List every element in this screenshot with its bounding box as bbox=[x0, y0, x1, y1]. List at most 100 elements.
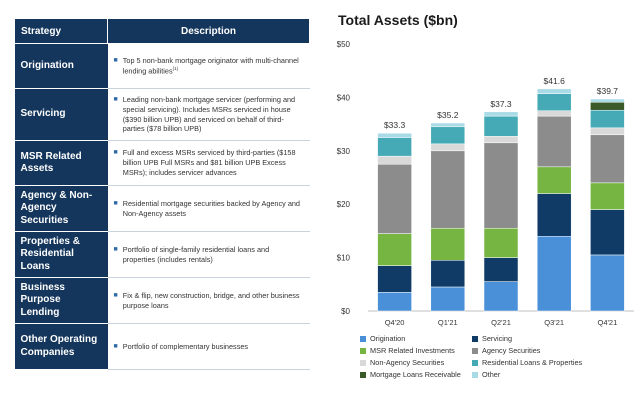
bar-segment bbox=[377, 292, 412, 312]
x-tick-label: Q4'20 bbox=[385, 318, 405, 327]
bar-segment bbox=[536, 115, 572, 168]
description-text: Fix & flip, new construction, bridge, an… bbox=[122, 290, 300, 310]
bar-total-label: $35.2 bbox=[437, 110, 459, 120]
bar-segment bbox=[590, 254, 625, 312]
description-cell: ■ Residential mortgage securities backed… bbox=[107, 185, 310, 232]
bar-segment bbox=[430, 286, 466, 312]
bar-total-label: $37.3 bbox=[490, 99, 512, 109]
y-tick-label: $10 bbox=[337, 254, 351, 263]
x-tick-label: Q2'21 bbox=[491, 318, 511, 327]
header-strategy: Strategy bbox=[14, 18, 108, 44]
bar-segment bbox=[377, 163, 412, 234]
header-description: Description bbox=[107, 18, 310, 44]
table-row: Origination ■ Top 5 non-bank mortgage or… bbox=[14, 43, 310, 89]
y-tick-label: $20 bbox=[337, 200, 351, 209]
bar-total-label: $41.6 bbox=[544, 76, 566, 86]
bar-segment bbox=[377, 137, 412, 157]
strategy-cell: Agency & Non-Agency Securities bbox=[14, 185, 108, 232]
bar-segment bbox=[536, 193, 572, 237]
description-text: Portfolio of complementary businesses bbox=[122, 341, 249, 351]
bar-segment bbox=[430, 150, 466, 229]
table-row: Agency & Non-Agency Securities ■ Residen… bbox=[14, 185, 310, 232]
strategy-cell: Properties & Residential Loans bbox=[14, 231, 108, 278]
bar-segment bbox=[536, 88, 572, 94]
description-cell: ■ Portfolio of single-family residential… bbox=[107, 231, 310, 278]
bar-segment bbox=[377, 155, 412, 165]
bar-segment bbox=[536, 166, 572, 194]
description-cell: ■ Full and excess MSRs serviced by third… bbox=[107, 140, 310, 186]
square-bullet-icon: ■ bbox=[113, 199, 118, 207]
bar-segment bbox=[483, 115, 519, 137]
legend-item: Agency Securities bbox=[472, 346, 622, 355]
legend-swatch bbox=[360, 347, 366, 354]
footnote-marker: (1) bbox=[172, 65, 179, 71]
bar-total-label: $33.3 bbox=[384, 120, 406, 130]
description-text: Top 5 non-bank mortgage originator with … bbox=[122, 55, 299, 76]
bar-segment bbox=[483, 142, 519, 229]
description-cell: ■ Top 5 non-bank mortgage originator wit… bbox=[107, 43, 310, 89]
description-text: Full and excess MSRs serviced by third-p… bbox=[122, 148, 296, 177]
legend-item: Mortgage Loans Receivable bbox=[360, 370, 472, 379]
legend-label: Mortgage Loans Receivable bbox=[370, 370, 461, 379]
legend-item: Servicing bbox=[472, 334, 622, 343]
bar-segment bbox=[590, 98, 625, 103]
square-bullet-icon: ■ bbox=[113, 245, 118, 253]
description-text: Leading non-bank mortgage servicer (perf… bbox=[122, 94, 296, 134]
bar-segment bbox=[483, 227, 519, 258]
bar-segment bbox=[536, 110, 572, 117]
total-assets-chart: Total Assets ($bn) $0 $10 $20 $30 $40 $50 $33.… bbox=[328, 0, 640, 406]
table-header-row: Strategy Description bbox=[14, 18, 310, 44]
strategy-cell: MSR Related Assets bbox=[14, 140, 108, 186]
stacked-bar-chart: $0 $10 $20 $30 $40 $50 $33.3 Q4'20 $35.2 Q1'21 $37… bbox=[337, 40, 634, 327]
bar-segment bbox=[430, 122, 466, 128]
legend-label: Servicing bbox=[482, 334, 513, 343]
bar-segment bbox=[590, 127, 625, 136]
legend-swatch bbox=[360, 359, 366, 366]
legend-label: Residential Loans & Properties bbox=[482, 358, 583, 367]
x-tick-label: Q4'21 bbox=[598, 318, 618, 327]
table-row: Business Purpose Lending ■ Fix & flip, n… bbox=[14, 277, 310, 324]
strategy-cell: Business Purpose Lending bbox=[14, 277, 108, 324]
strategy-cell: Origination bbox=[14, 43, 108, 89]
description-cell: ■ Portfolio of complementary businesses bbox=[107, 323, 310, 370]
y-tick-label: $0 bbox=[341, 307, 350, 316]
bar-segment bbox=[430, 227, 466, 261]
bar-segment bbox=[377, 265, 412, 293]
square-bullet-icon: ■ bbox=[113, 149, 118, 157]
legend-swatch bbox=[472, 371, 478, 378]
bar-segment bbox=[483, 136, 519, 144]
description-cell: ■ Leading non-bank mortgage servicer (pe… bbox=[107, 88, 310, 141]
description-text: Portfolio of single-family residential l… bbox=[122, 244, 270, 264]
bar-segment bbox=[590, 101, 625, 111]
legend-item: Other bbox=[472, 370, 622, 379]
legend-label: Origination bbox=[370, 334, 406, 343]
bar-segment bbox=[536, 235, 572, 312]
bar-segment bbox=[483, 257, 519, 282]
legend-swatch bbox=[472, 359, 478, 366]
square-bullet-icon: ■ bbox=[113, 291, 118, 299]
legend-swatch bbox=[360, 335, 366, 342]
chart-title: Total Assets ($bn) bbox=[338, 12, 458, 28]
table-row: Other Operating Companies ■ Portfolio of… bbox=[14, 323, 310, 370]
bar-segment bbox=[590, 134, 625, 184]
bar-segment bbox=[430, 260, 466, 288]
x-tick-label: Q3'21 bbox=[544, 318, 564, 327]
legend-item: Non-Agency Securities bbox=[360, 358, 472, 367]
legend-item: Residential Loans & Properties bbox=[472, 358, 622, 367]
bar-segment bbox=[590, 182, 625, 210]
chart-legend: Origination Servicing MSR Related Investme… bbox=[360, 334, 640, 379]
description-text: Residential mortgage securities backed b… bbox=[122, 198, 300, 218]
legend-item: MSR Related Investments bbox=[360, 346, 472, 355]
strategy-cell: Other Operating Companies bbox=[14, 323, 108, 370]
y-tick-label: $30 bbox=[337, 147, 351, 156]
y-tick-label: $40 bbox=[337, 93, 351, 102]
square-bullet-icon: ■ bbox=[113, 95, 118, 103]
y-tick-label: $50 bbox=[337, 40, 351, 49]
bar-segment bbox=[377, 132, 412, 138]
bar-total-label: $39.7 bbox=[597, 86, 619, 96]
strategy-cell: Servicing bbox=[14, 88, 108, 141]
bar-segment bbox=[430, 143, 466, 152]
legend-swatch bbox=[472, 347, 478, 354]
legend-swatch bbox=[472, 335, 478, 342]
table-row: Servicing ■ Leading non-bank mortgage se… bbox=[14, 88, 310, 141]
